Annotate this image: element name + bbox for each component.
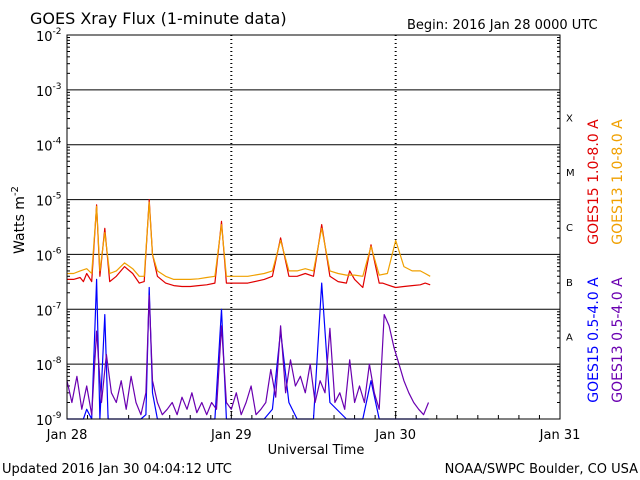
flare-class-label: M bbox=[566, 168, 575, 179]
chart-title: GOES Xray Flux (1-minute data) bbox=[30, 9, 287, 28]
x-tick-label: Jan 30 bbox=[374, 428, 416, 443]
y-tick-labels: 10-2 10-3 10-4 10-5 10-6 10-7 10-8 10-9 bbox=[36, 27, 62, 429]
y-tick-label: 10-6 bbox=[36, 246, 62, 264]
series-line-3 bbox=[66, 294, 430, 416]
y-axis-label-main: Watts m bbox=[12, 196, 28, 254]
y-tick-label: 10-5 bbox=[36, 192, 62, 210]
x-tick-label: Jan 31 bbox=[539, 428, 581, 443]
flare-class-label: X bbox=[566, 113, 573, 124]
y-tick-label: 10-9 bbox=[36, 411, 62, 429]
flare-class-label: B bbox=[566, 278, 573, 289]
legend-entry: GOES13 1.0-8.0 A bbox=[610, 119, 626, 245]
series-line-0 bbox=[67, 199, 431, 289]
flare-class-label: A bbox=[566, 333, 573, 344]
updated-timestamp: Updated 2016 Jan 30 04:04:12 UTC bbox=[2, 462, 232, 477]
flare-class-labels: X M C B A bbox=[566, 113, 575, 343]
legend-entry: GOES15 1.0-8.0 A bbox=[586, 119, 602, 245]
legend: GOES15 1.0-8.0 A GOES13 1.0-8.0 A GOES15 0… bbox=[586, 119, 626, 403]
legend-entry: GOES15 0.5-4.0 A bbox=[586, 277, 602, 403]
plot-frame bbox=[66, 34, 561, 420]
series-line-1 bbox=[67, 201, 431, 280]
x-tick-labels: Jan 28 Jan 29 Jan 30 Jan 31 bbox=[46, 428, 581, 443]
y-axis-label-sup: -2 bbox=[10, 186, 21, 196]
begin-label: Begin: 2016 Jan 28 0000 UTC bbox=[407, 18, 598, 33]
y-tick-label: 10-2 bbox=[36, 27, 62, 45]
flare-class-label: C bbox=[566, 223, 573, 234]
legend-entry: GOES13 0.5-4.0 A bbox=[610, 277, 626, 403]
x-tick-label: Jan 28 bbox=[46, 428, 88, 443]
x-tick-label: Jan 29 bbox=[210, 428, 252, 443]
series-lines bbox=[66, 199, 431, 420]
y-axis-label: Watts m-2 bbox=[10, 186, 28, 254]
x-axis-label: Universal Time bbox=[268, 443, 365, 458]
credit-text: NOAA/SWPC Boulder, CO USA bbox=[445, 462, 638, 477]
y-tick-label: 10-4 bbox=[36, 137, 62, 155]
y-tick-label: 10-8 bbox=[36, 356, 62, 374]
y-tick-label: 10-3 bbox=[36, 82, 62, 100]
y-tick-label: 10-7 bbox=[36, 301, 62, 319]
